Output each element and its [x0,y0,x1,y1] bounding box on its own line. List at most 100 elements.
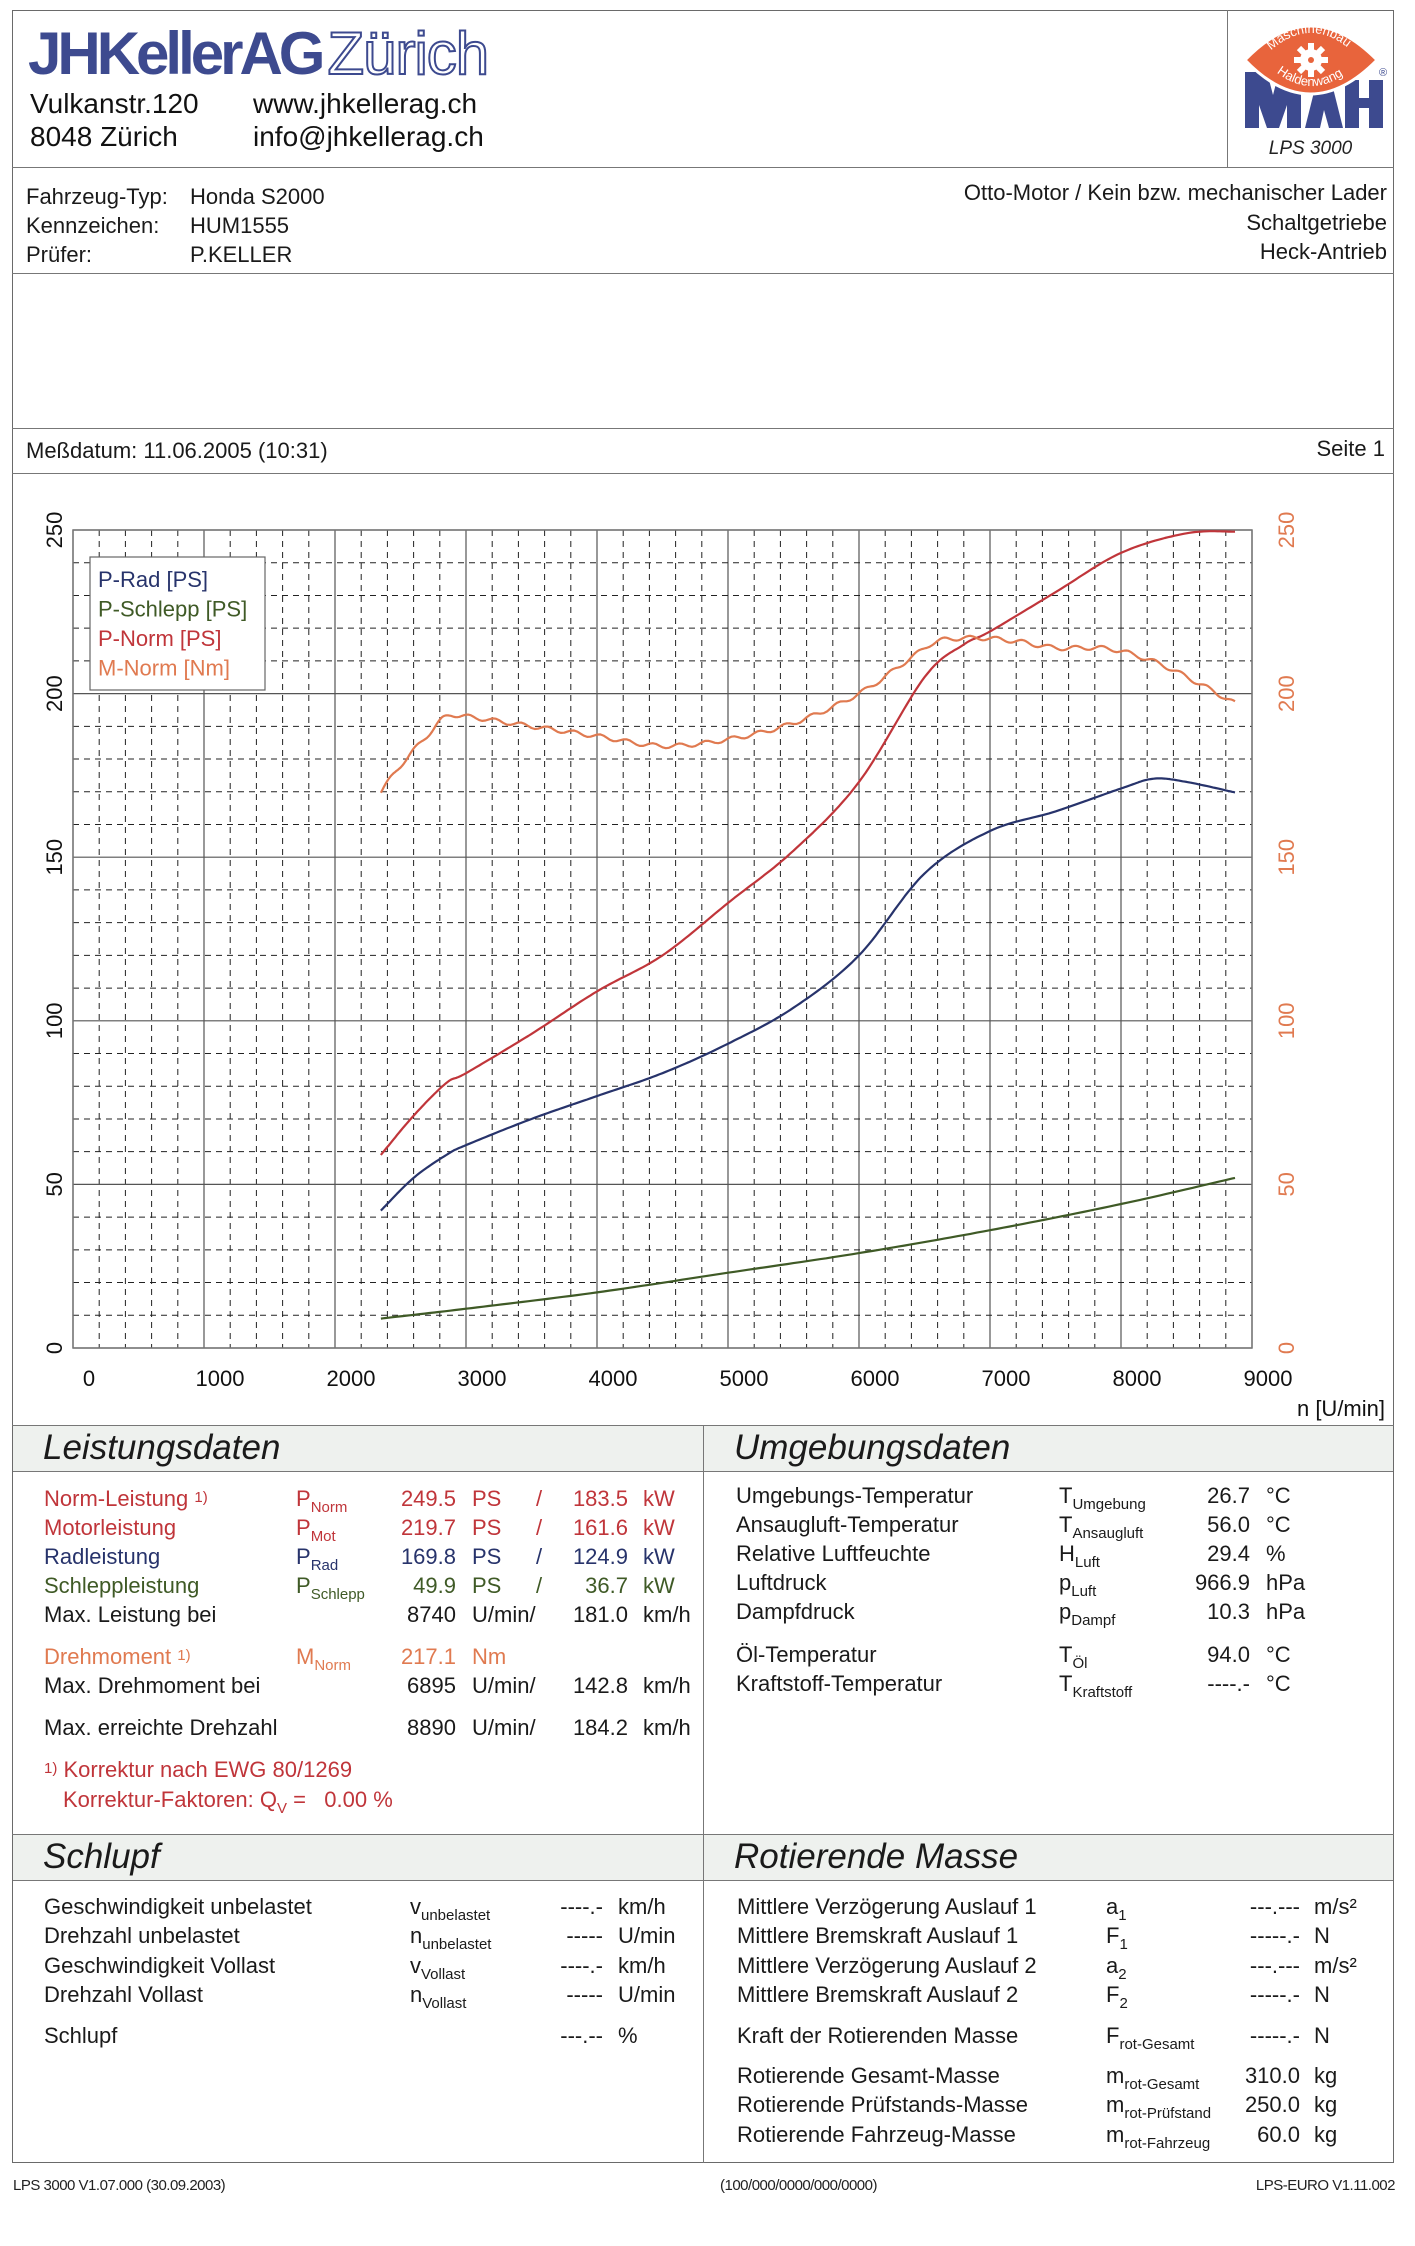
row-unit: kg [1314,2063,1338,2088]
section-title: Umgebungsdaten [734,1428,1011,1467]
symbol-sub: unbelastet [421,1907,491,1924]
legend-entry: P-Rad [PS] [98,567,208,592]
symbol: mrot-Prüfstand [1106,2092,1212,2122]
symbol-main: F [1106,2023,1120,2048]
legend-entry: P-Norm [PS] [98,626,221,651]
row-value: 29.4 [1207,1541,1250,1566]
symbol-sub: Norm [310,1499,348,1516]
row-label: Geschwindigkeit Vollast [44,1953,276,1978]
symbol: F1 [1106,1925,1128,1953]
footer-euro-version: LPS-EURO V1.11.002 [1255,2177,1396,2194]
legend-entry: P-Schlepp [PS] [98,597,247,622]
symbol-sub: Luft [1071,1583,1097,1600]
separator: / [536,1515,543,1540]
footnote-marker: 1) [177,1647,191,1664]
row-label: Mittlere Verzögerung Auslauf 1 [737,1894,1037,1919]
x-tick-label: 0 [83,1366,95,1391]
row-unit: °C [1266,1671,1291,1696]
legend-entry: M-Norm [Nm] [98,656,230,681]
row-unit: km/h [618,1894,666,1919]
value-1: 217.1 [400,1644,456,1669]
divider [703,1425,704,2163]
company-logo: JHKellerAG Zürich [28,23,490,85]
symbol-main: m [1106,2092,1125,2117]
symbol-main: T [1059,1642,1073,1667]
row-value: ----.- [1207,1671,1250,1696]
row-label: Schlupf [44,2023,118,2048]
row-value: -----.- [1249,2023,1300,2048]
symbol: PMot [296,1517,336,1545]
symbol-sub: rot-Prüfstand [1124,2105,1212,2122]
company-city: Zürich [326,20,490,87]
unit-1: U/min/ [472,1673,536,1698]
row-unit: °C [1266,1483,1291,1508]
y-left-tick-label: 200 [42,675,67,712]
row-unit: kg [1314,2122,1338,2147]
section-header-leistungsdaten: Leistungsdaten [13,1426,703,1472]
label-text: Schleppleistung [44,1573,200,1598]
page-number: Seite 1 [1316,436,1386,461]
row-unit: % [1266,1541,1286,1566]
row-value: 26.7 [1207,1483,1250,1508]
symbol: PNorm [296,1486,348,1516]
y-right-tick-label: 100 [1274,1002,1299,1039]
company-website: www.jhkellerag.ch [253,88,478,119]
unit-2: km/h [643,1602,691,1627]
divider [12,428,1394,429]
label-text: Max. erreichte Drehzahl [44,1715,278,1740]
row-label: Dampfdruck [736,1599,855,1624]
row-label: Max. Drehmoment bei [44,1675,260,1697]
footer-software-version: LPS 3000 V1.07.000 (30.09.2003) [13,2177,226,2194]
value-1: 169.8 [400,1544,456,1569]
value-1: 249.5 [400,1486,456,1511]
x-tick-label: 5000 [720,1366,769,1391]
row-value: -----.- [1249,1923,1300,1948]
symbol-sub: rot-Fahrzeug [1124,2135,1211,2152]
value-2: 142.8 [572,1673,628,1698]
company-street: Vulkanstr.120 [30,88,199,119]
symbol: vunbelastet [410,1896,491,1924]
row-label: Radleistung [44,1546,160,1568]
symbol: TUmgebung [1059,1485,1146,1513]
symbol-sub: 1 [1118,1907,1127,1924]
divider [12,1834,1394,1835]
symbol-sub: Umgebung [1072,1496,1146,1513]
section-title: Leistungsdaten [43,1428,281,1467]
symbol-sub: 2 [1118,1966,1127,1983]
symbol-main: T [1059,1671,1073,1696]
maha-logo: Maschinenbau Haldenwang ® LPS 3000 [1227,10,1394,167]
chart-grid [72,529,1253,1349]
maha-emblem-icon: Maschinenbau Haldenwang ® [1242,21,1387,128]
row-label: Max. Leistung bei [44,1604,216,1626]
row-label: Relative Luftfeuchte [736,1541,931,1566]
value-2: 161.6 [572,1515,628,1540]
x-axis-label: n [U/min] [1297,1396,1385,1421]
separator: / [536,1544,543,1569]
gearbox-type: Schaltgetriebe [1246,210,1387,235]
divider [12,273,1394,274]
unit-2: km/h [643,1715,691,1740]
unit-2: kW [643,1544,675,1569]
divider [12,167,1394,168]
value-2: 181.0 [572,1602,628,1627]
value-2: 124.9 [572,1544,628,1569]
engine-type: Otto-Motor / Kein bzw. mechanischer Lade… [963,180,1387,205]
row-label: Drehmoment 1) [44,1646,191,1668]
value-2: 36.7 [585,1573,628,1598]
unit-1: U/min/ [472,1715,536,1740]
symbol-main: P [296,1486,311,1511]
row-label: Drehzahl Vollast [44,1982,203,2007]
row-unit: N [1314,1982,1330,2007]
symbol-main: n [410,1982,423,2007]
symbol-sub: unbelastet [422,1936,492,1953]
measurement-date: Meßdatum: 11.06.2005 (10:31) [26,438,328,463]
unit-1: PS [472,1573,502,1598]
vehicle-type-label: Fahrzeug-Typ: [26,184,168,209]
row-value: ----.- [560,1953,603,1978]
symbol-main: n [410,1923,423,1948]
symbol-sub: Ansaugluft [1072,1525,1144,1542]
row-label: Geschwindigkeit unbelastet [44,1894,312,1919]
symbol-main: F [1106,1982,1120,2007]
series-line-m-norm [379,634,1236,794]
row-value: 966.9 [1194,1570,1250,1595]
